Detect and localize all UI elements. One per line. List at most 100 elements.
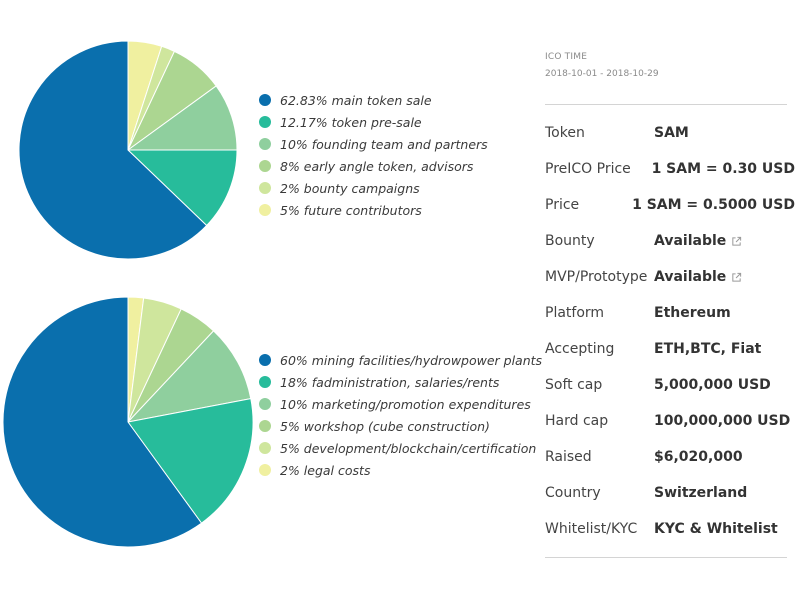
- legend-label: 2% bounty campaigns: [280, 180, 420, 196]
- legend-label: 62.83% main token sale: [280, 92, 432, 108]
- legend-label: 18% fadministration, salaries/rents: [280, 374, 500, 390]
- detail-row-soft-cap: Soft cap 5,000,000 USD: [545, 367, 795, 403]
- detail-value-text: 1 SAM = 0.30 USD: [651, 161, 795, 177]
- detail-key: Whitelist/KYC: [545, 521, 638, 537]
- legend-swatch: [259, 376, 271, 388]
- legend-swatch: [259, 182, 271, 194]
- legend-swatch: [259, 464, 271, 476]
- detail-row-hard-cap: Hard cap 100,000,000 USD: [545, 403, 795, 439]
- legend-label: 12.17% token pre-sale: [280, 114, 422, 130]
- legend-item: 5% future contributors: [259, 199, 488, 221]
- divider: [545, 104, 787, 105]
- detail-key: Accepting: [545, 341, 615, 357]
- legend-swatch: [259, 94, 271, 106]
- legend-item: 62.83% main token sale: [259, 89, 488, 111]
- detail-key: Soft cap: [545, 377, 603, 393]
- legend-item: 8% early angle token, advisors: [259, 155, 488, 177]
- pie-slice: [126, 330, 252, 423]
- detail-row-preico-price: PreICO Price 1 SAM = 0.30 USD: [545, 151, 795, 187]
- detail-value-text: 100,000,000 USD: [654, 413, 791, 429]
- legend-label: 2% legal costs: [280, 462, 371, 478]
- detail-value-text: Switzerland: [654, 485, 748, 501]
- ico-details-table: Token SAM PreICO Price 1 SAM = 0.30 USD …: [545, 115, 795, 547]
- detail-key: Platform: [545, 305, 605, 321]
- detail-value-text: 5,000,000 USD: [654, 377, 771, 393]
- legend-label: 10% founding team and partners: [280, 136, 488, 152]
- detail-key: Raised: [545, 449, 592, 465]
- divider: [545, 557, 787, 558]
- external-link-icon[interactable]: [731, 272, 742, 283]
- detail-value-text: KYC & Whitelist: [654, 521, 778, 537]
- legend-swatch: [259, 116, 271, 128]
- legend-swatch: [259, 160, 271, 172]
- detail-value-text: 1 SAM = 0.5000 USD: [632, 197, 795, 213]
- detail-value: 1 SAM = 0.30 USD: [652, 161, 795, 177]
- detail-row-raised: Raised $6,020,000: [545, 439, 795, 475]
- ico-time-dates: 2018-10-01 - 2018-10-29: [545, 69, 659, 79]
- legend-swatch: [259, 204, 271, 216]
- ico-time-label: ICO TIME: [545, 52, 588, 62]
- fund-allocation-pie-chart: [2, 296, 254, 548]
- detail-row-whitelist-kyc: Whitelist/KYC KYC & Whitelist: [545, 511, 795, 547]
- detail-row-platform: Platform Ethereum: [545, 295, 795, 331]
- legend-label: 5% future contributors: [280, 202, 422, 218]
- detail-value-text: $6,020,000: [654, 449, 743, 465]
- legend-swatch: [259, 442, 271, 454]
- detail-row-accepting: Accepting ETH,BTC, Fiat: [545, 331, 795, 367]
- detail-value-text: Ethereum: [654, 305, 731, 321]
- detail-value: 5,000,000 USD: [654, 377, 771, 393]
- detail-key: Price: [545, 197, 580, 213]
- legend-label: 60% mining facilities/hydrowpower plants: [280, 352, 543, 368]
- legend-item: 12.17% token pre-sale: [259, 111, 488, 133]
- detail-value-text: SAM: [654, 125, 689, 141]
- external-link-icon[interactable]: [731, 236, 742, 247]
- legend-label: 5% workshop (cube construction): [280, 418, 490, 434]
- detail-value-text[interactable]: Available: [654, 269, 727, 285]
- legend-swatch: [259, 420, 271, 432]
- ico-time-block: ICO TIME 2018-10-01 - 2018-10-29: [545, 52, 659, 79]
- detail-value: 100,000,000 USD: [654, 413, 790, 429]
- legend-swatch: [259, 398, 271, 410]
- legend-item: 18% fadministration, salaries/rents: [259, 371, 542, 393]
- pie-slice: [126, 149, 238, 227]
- detail-value: Switzerland: [654, 485, 747, 501]
- pie-slice: [2, 296, 203, 548]
- detail-value: $6,020,000: [654, 449, 743, 465]
- detail-key: Hard cap: [545, 413, 609, 429]
- token-distribution-pie-chart: [18, 40, 238, 260]
- bounty-link[interactable]: Available: [654, 233, 742, 249]
- detail-value-text: ETH,BTC, Fiat: [654, 341, 762, 357]
- detail-row-country: Country Switzerland: [545, 475, 795, 511]
- legend-label: 8% early angle token, advisors: [280, 158, 474, 174]
- detail-value: KYC & Whitelist: [654, 521, 778, 537]
- legend-item: 2% bounty campaigns: [259, 177, 488, 199]
- detail-value: 1 SAM = 0.5000 USD: [632, 197, 795, 213]
- detail-row-mvp-prototype: MVP/Prototype Available: [545, 259, 795, 295]
- legend-label: 10% marketing/promotion expenditures: [280, 396, 531, 412]
- detail-value: SAM: [654, 125, 689, 141]
- detail-value: Ethereum: [654, 305, 731, 321]
- detail-key: Country: [545, 485, 601, 501]
- legend-item: 10% marketing/promotion expenditures: [259, 393, 542, 415]
- detail-row-token: Token SAM: [545, 115, 795, 151]
- legend-item: 5% development/blockchain/certification: [259, 437, 542, 459]
- detail-row-price: Price 1 SAM = 0.5000 USD: [545, 187, 795, 223]
- legend-item: 10% founding team and partners: [259, 133, 488, 155]
- legend-item: 60% mining facilities/hydrowpower plants: [259, 349, 542, 371]
- legend-item: 5% workshop (cube construction): [259, 415, 542, 437]
- pie-slice: [18, 40, 208, 260]
- legend-swatch: [259, 354, 271, 366]
- detail-key: PreICO Price: [545, 161, 631, 177]
- detail-key: MVP/Prototype: [545, 269, 648, 285]
- token-distribution-legend: 62.83% main token sale 12.17% token pre-…: [259, 89, 488, 221]
- legend-label: 5% development/blockchain/certification: [280, 440, 537, 456]
- mvp-prototype-link[interactable]: Available: [654, 269, 742, 285]
- fund-allocation-legend: 60% mining facilities/hydrowpower plants…: [259, 349, 542, 481]
- pie-slice: [127, 397, 254, 524]
- detail-key: Token: [545, 125, 585, 141]
- legend-item: 2% legal costs: [259, 459, 542, 481]
- detail-value-text[interactable]: Available: [654, 233, 727, 249]
- detail-value: ETH,BTC, Fiat: [654, 341, 761, 357]
- detail-key: Bounty: [545, 233, 595, 249]
- legend-swatch: [259, 138, 271, 150]
